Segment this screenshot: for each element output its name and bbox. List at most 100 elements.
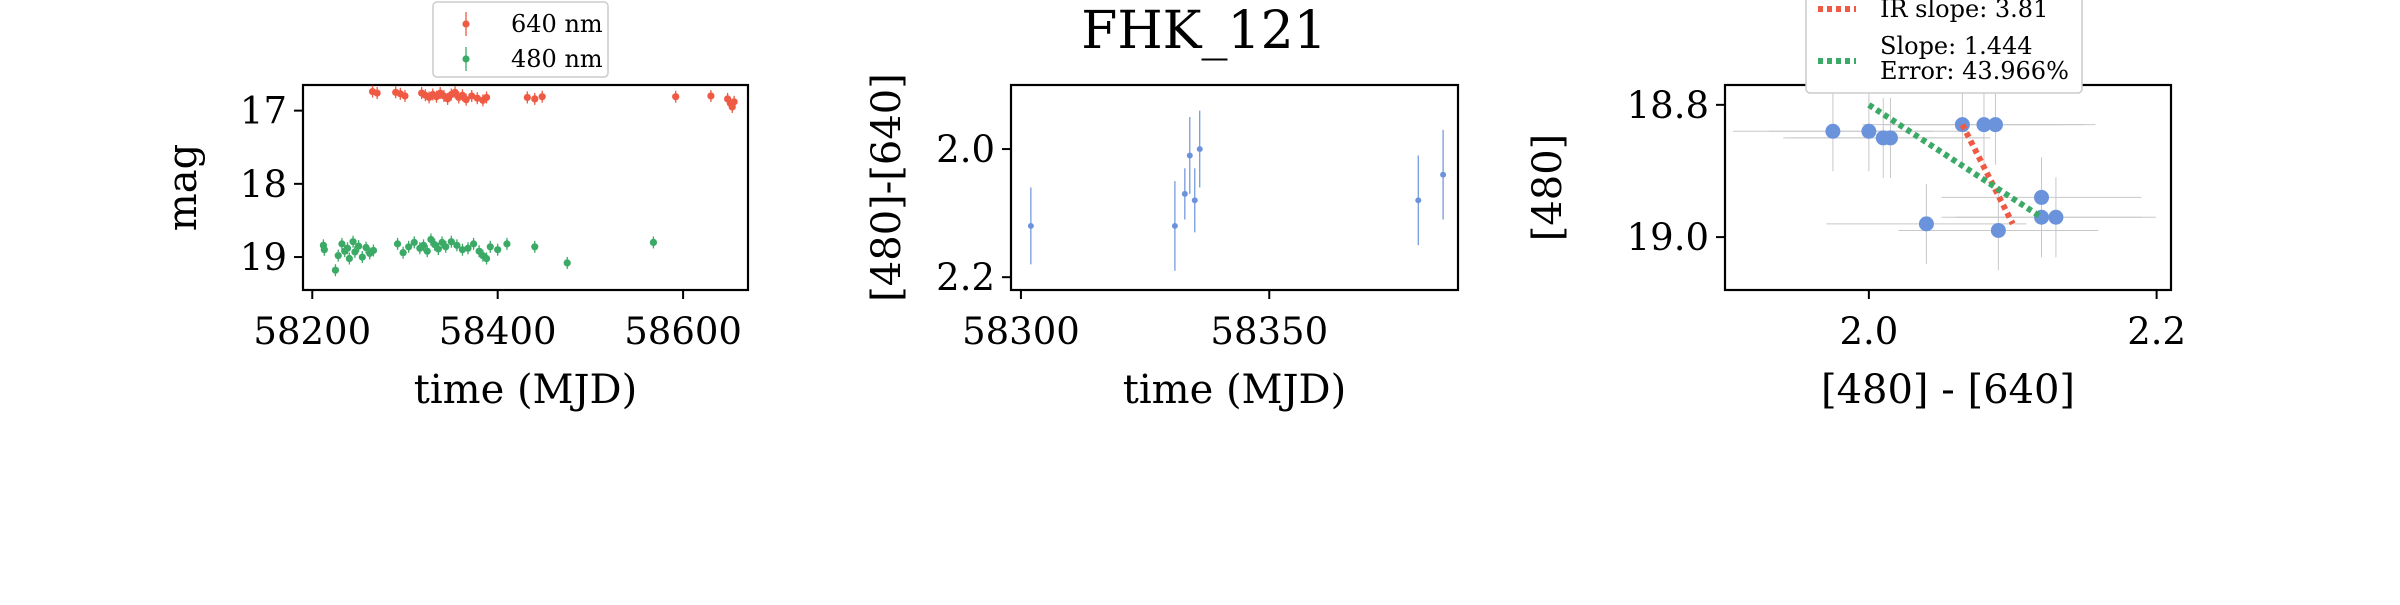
data-point (1027, 222, 1034, 229)
y-axis-title: [480] (1525, 134, 1571, 242)
data-point (464, 244, 472, 252)
legend-label: 480 nm (511, 45, 603, 73)
ir-slope-line (1959, 123, 2016, 226)
data-point (1861, 123, 1877, 139)
x-tick-label: 58300 (962, 310, 1080, 353)
data-point (334, 251, 342, 260)
panel-1-axes: 58200 58400 58600 17 18 19 time (MJD) mag (160, 83, 750, 413)
x-tick-label: 58400 (439, 310, 557, 353)
data-point (1186, 152, 1193, 159)
series-color (1027, 110, 1447, 271)
y-tick-label: 17 (240, 90, 287, 133)
data-point (423, 247, 431, 255)
data-point (399, 249, 407, 257)
data-point (538, 93, 546, 101)
data-point (1415, 197, 1422, 204)
data-point (1882, 130, 1898, 146)
data-point (1987, 117, 2003, 133)
data-point (343, 244, 352, 252)
data-point (419, 241, 428, 249)
legend-label: 640 nm (511, 10, 603, 38)
y-tick-label: 18 (240, 163, 287, 206)
legend-marker (462, 20, 470, 28)
data-point (447, 238, 455, 246)
data-point (1196, 146, 1203, 153)
figure-title: FHK_121 (1081, 1, 1327, 61)
legend-panel-1: 640 nm 480 nm (432, 1, 609, 78)
legend-label-slope: Slope: 1.444 (1880, 32, 2033, 60)
x-tick-label: 2.0 (1839, 310, 1898, 353)
data-point (1990, 222, 2006, 238)
data-point (563, 259, 571, 267)
data-point (331, 266, 340, 274)
data-point (405, 243, 413, 251)
series-480nm (319, 233, 658, 277)
data-point (1191, 197, 1198, 204)
data-point (672, 93, 680, 101)
data-point (1825, 123, 1841, 139)
x-tick-label: 2.2 (2127, 310, 2186, 353)
x-axis-title: time (MJD) (1123, 367, 1346, 413)
data-point (523, 93, 531, 102)
x-tick-label: 58200 (253, 310, 371, 353)
cmd-points (1732, 84, 2156, 271)
data-point (345, 254, 353, 263)
data-point (362, 243, 370, 252)
data-point (1440, 171, 1447, 178)
data-point (482, 254, 491, 263)
data-point (358, 253, 366, 261)
data-point (351, 248, 359, 256)
data-point (338, 240, 346, 248)
panel-3-axes: 2.0 2.2 18.8 19.0 [480] - [640] [480] (1525, 84, 2186, 413)
data-point (482, 93, 491, 102)
y-axis-title: [480]-[640] (864, 73, 910, 302)
data-point (451, 88, 459, 96)
data-point (434, 245, 442, 253)
data-point (393, 240, 402, 248)
y-axis-title: mag (160, 144, 206, 231)
data-point (320, 246, 328, 254)
data-point (1171, 222, 1178, 229)
data-point (469, 240, 478, 248)
data-point (462, 96, 470, 104)
x-tick-label: 58600 (624, 310, 742, 353)
data-point (442, 243, 450, 251)
data-point (649, 238, 658, 247)
data-point (2034, 189, 2050, 205)
y-tick-label: 19.0 (1627, 216, 1709, 259)
data-point (473, 94, 481, 102)
data-point (410, 238, 418, 247)
data-point (427, 235, 435, 244)
data-point (1976, 117, 1992, 133)
data-point (401, 92, 409, 100)
data-point (373, 89, 381, 97)
data-point (453, 241, 461, 249)
data-point (1181, 190, 1188, 197)
data-point (494, 246, 502, 254)
x-tick-label: 58350 (1210, 310, 1328, 353)
x-axis-title: time (MJD) (414, 367, 637, 413)
data-point (503, 240, 511, 248)
data-point (468, 92, 476, 100)
legend-label-ir: IR slope: 3.81 (1880, 0, 2048, 23)
data-point (458, 246, 467, 254)
legend-label-error: Error: 43.966% (1880, 57, 2069, 85)
panel-1-frame (301, 83, 750, 292)
legend-frame (1805, 0, 2083, 94)
panel-3-frame (1723, 83, 2173, 292)
legend-marker (462, 55, 470, 63)
data-point (730, 98, 738, 106)
data-point (349, 238, 357, 246)
y-tick-label: 2.2 (936, 256, 995, 299)
fit-slope-line (1867, 102, 2044, 220)
series-640nm (368, 85, 738, 113)
data-point (355, 242, 363, 250)
y-tick-label: 19 (240, 236, 287, 279)
data-point (369, 246, 378, 255)
data-point (531, 95, 539, 103)
x-axis-title: [480] - [640] (1821, 367, 2075, 413)
y-tick-label: 2.0 (936, 128, 995, 171)
